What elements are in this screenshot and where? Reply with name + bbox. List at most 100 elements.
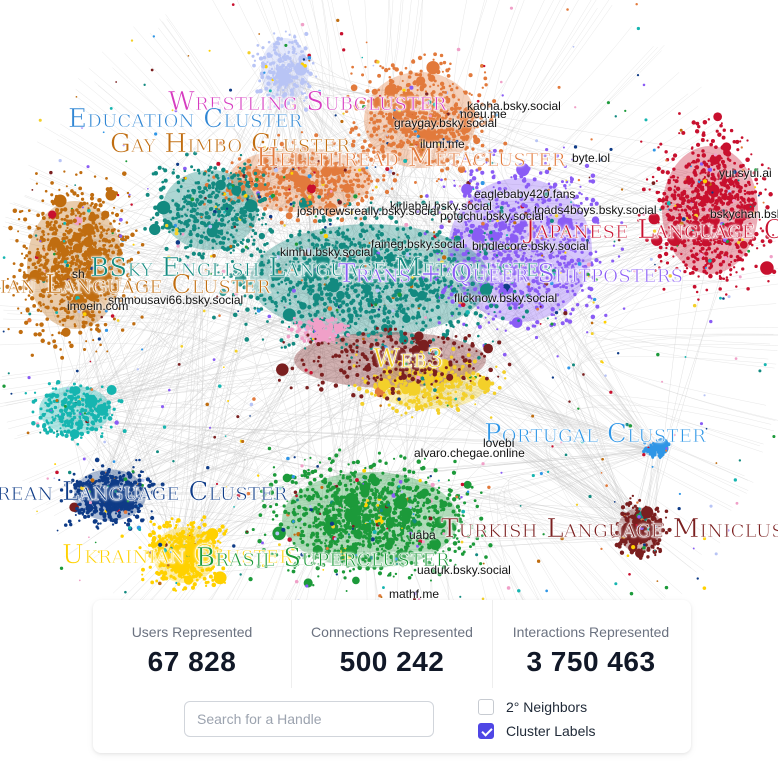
graph-node xyxy=(55,215,60,220)
graph-node xyxy=(102,271,107,276)
graph-node xyxy=(570,284,574,288)
graph-edge xyxy=(181,402,425,558)
graph-node xyxy=(504,201,509,205)
graph-node xyxy=(511,317,523,328)
graph-node xyxy=(87,231,93,236)
graph-node xyxy=(82,211,86,216)
graph-node xyxy=(89,323,93,327)
graph-node xyxy=(60,331,65,336)
graph-node xyxy=(418,315,422,319)
graph-node xyxy=(528,301,531,304)
graph-node xyxy=(64,270,67,273)
graph-node xyxy=(356,183,361,189)
graph-node xyxy=(126,273,131,278)
graph-edge xyxy=(264,184,300,298)
graph-node xyxy=(22,274,28,279)
graph-node xyxy=(71,271,76,276)
graph-node xyxy=(77,288,82,292)
graph-node xyxy=(350,189,355,194)
graph-node xyxy=(386,320,391,325)
graph-node xyxy=(82,224,86,229)
graph-node xyxy=(275,203,278,207)
graph-edge xyxy=(103,177,255,497)
graph-node xyxy=(604,313,608,318)
graph-edge xyxy=(164,134,426,572)
graph-node xyxy=(101,200,105,204)
graph-node xyxy=(312,218,318,224)
graph-edge xyxy=(64,198,495,411)
graph-node xyxy=(60,273,64,277)
graph-node xyxy=(352,178,356,181)
graph-node xyxy=(54,272,59,276)
graph-node xyxy=(82,312,87,316)
graph-node xyxy=(547,239,550,242)
graph-node xyxy=(485,233,489,236)
graph-edge xyxy=(644,215,738,541)
graph-node xyxy=(266,181,271,186)
graph-node xyxy=(103,292,107,297)
graph-node xyxy=(594,201,599,206)
graph-edge xyxy=(491,229,717,255)
graph-node xyxy=(420,327,425,332)
graph-node xyxy=(61,236,66,242)
graph-node xyxy=(567,319,573,324)
graph-node xyxy=(99,294,103,297)
graph-node xyxy=(288,233,294,239)
graph-node xyxy=(93,217,97,221)
graph-node xyxy=(300,188,305,193)
graph-node xyxy=(65,263,70,268)
graph-node xyxy=(70,287,76,292)
graph-node xyxy=(27,294,31,297)
graph-edge xyxy=(256,130,446,172)
graph-edge xyxy=(469,0,610,154)
graph-node xyxy=(453,184,457,188)
graph-node xyxy=(98,239,101,243)
graph-node xyxy=(394,220,399,224)
graph-node xyxy=(327,193,332,198)
graph-node xyxy=(12,274,16,279)
graph-node xyxy=(377,230,381,234)
graph-edge xyxy=(0,342,196,430)
graph-node xyxy=(266,204,269,207)
graph-node xyxy=(477,225,482,229)
graph-node xyxy=(398,289,402,292)
graph-edge xyxy=(566,395,772,544)
graph-node xyxy=(310,182,313,186)
graph-node xyxy=(71,315,75,318)
graph-node xyxy=(586,331,589,334)
graph-node xyxy=(32,276,36,280)
graph-node xyxy=(119,299,123,303)
graph-node xyxy=(45,224,50,228)
graph-node xyxy=(441,70,444,73)
graph-edge xyxy=(508,476,666,654)
graph-node xyxy=(70,261,74,265)
graph-edge xyxy=(472,0,598,161)
graph-node xyxy=(589,262,594,267)
graph-node xyxy=(113,295,117,299)
graph-node xyxy=(552,298,557,303)
graph-node xyxy=(44,266,48,270)
graph-edge xyxy=(201,185,204,548)
graph-node xyxy=(499,235,503,238)
graph-node xyxy=(575,303,580,307)
graph-node xyxy=(555,254,558,258)
graph-node xyxy=(451,82,454,86)
graph-node xyxy=(498,310,502,314)
graph-node xyxy=(117,248,122,254)
graph-node xyxy=(391,309,395,313)
graph-node xyxy=(263,243,267,247)
graph-node xyxy=(57,270,60,274)
graph-node xyxy=(525,269,529,273)
graph-node xyxy=(84,279,88,282)
graph-node xyxy=(471,176,477,181)
graph-node xyxy=(68,253,71,257)
graph-node xyxy=(334,184,338,188)
graph-edge xyxy=(47,399,648,537)
graph-node xyxy=(408,70,413,75)
graph-node xyxy=(126,259,132,265)
graph-node xyxy=(360,184,365,189)
graph-node xyxy=(424,316,427,319)
graph-node xyxy=(120,328,125,332)
